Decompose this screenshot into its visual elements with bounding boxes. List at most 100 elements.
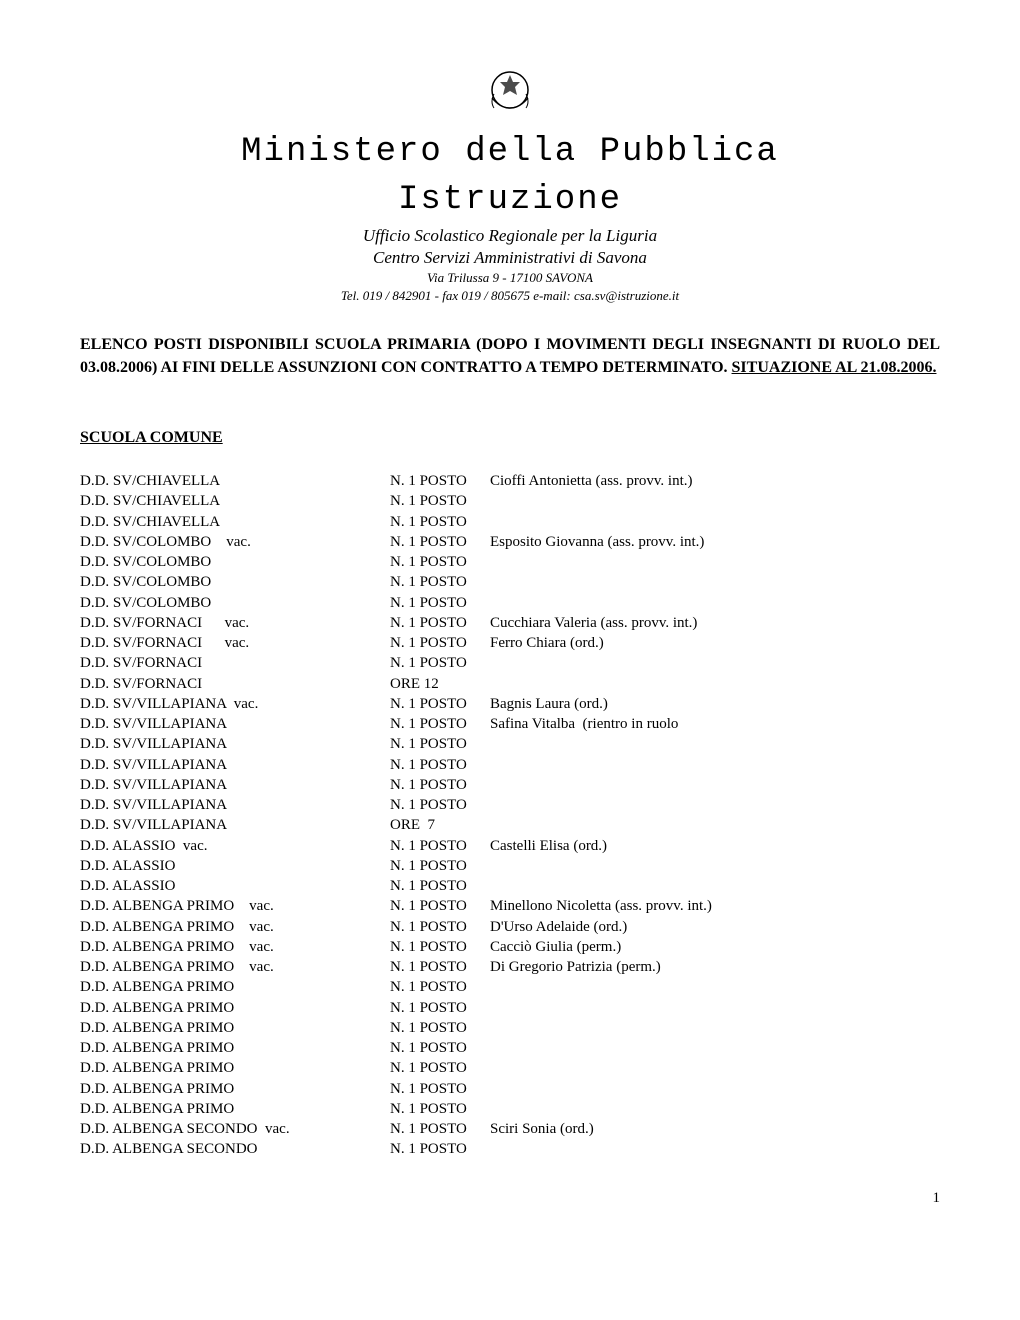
post-row: D.D. ALBENGA PRIMON. 1 POSTO [80, 1099, 940, 1119]
post-quantity: N. 1 POSTO [390, 977, 490, 997]
post-row: D.D. SV/COLOMBON. 1 POSTO [80, 593, 940, 613]
post-school: D.D. SV/FORNACI vac. [80, 613, 390, 633]
post-row: D.D. ALBENGA PRIMON. 1 POSTO [80, 1018, 940, 1038]
post-row: D.D. SV/FORNACI vac.N. 1 POSTOCucchiara … [80, 613, 940, 633]
post-row: D.D. SV/FORNACIN. 1 POSTO [80, 653, 940, 673]
post-person: Castelli Elisa (ord.) [490, 836, 940, 856]
post-quantity: N. 1 POSTO [390, 937, 490, 957]
post-row: D.D. ALASSIO vac.N. 1 POSTOCastelli Elis… [80, 836, 940, 856]
post-row: D.D. ALBENGA PRIMON. 1 POSTO [80, 1079, 940, 1099]
page-number: 1 [80, 1190, 940, 1207]
post-person [490, 491, 940, 511]
post-person [490, 593, 940, 613]
post-school: D.D. ALASSIO vac. [80, 836, 390, 856]
post-row: D.D. SV/COLOMBO vac.N. 1 POSTOEsposito G… [80, 532, 940, 552]
post-person [490, 1018, 940, 1038]
post-quantity: N. 1 POSTO [390, 795, 490, 815]
post-quantity: N. 1 POSTO [390, 957, 490, 977]
post-person: Cacciò Giulia (perm.) [490, 937, 940, 957]
post-person: Ferro Chiara (ord.) [490, 633, 940, 653]
post-quantity: N. 1 POSTO [390, 572, 490, 592]
post-quantity: N. 1 POSTO [390, 876, 490, 896]
post-quantity: N. 1 POSTO [390, 734, 490, 754]
post-person [490, 653, 940, 673]
post-person: Bagnis Laura (ord.) [490, 694, 940, 714]
post-person [490, 1058, 940, 1078]
post-person [490, 795, 940, 815]
posts-list: D.D. SV/CHIAVELLAN. 1 POSTOCioffi Antoni… [80, 471, 940, 1160]
post-person: Cucchiara Valeria (ass. provv. int.) [490, 613, 940, 633]
post-row: D.D. SV/COLOMBON. 1 POSTO [80, 552, 940, 572]
post-school: D.D. ALBENGA PRIMO [80, 998, 390, 1018]
post-school: D.D. ALBENGA PRIMO [80, 1099, 390, 1119]
post-person [490, 977, 940, 997]
post-quantity: N. 1 POSTO [390, 896, 490, 916]
post-quantity: N. 1 POSTO [390, 532, 490, 552]
ministry-title-line2: Istruzione [80, 178, 940, 222]
post-school: D.D. SV/FORNACI [80, 674, 390, 694]
post-school: D.D. SV/COLOMBO vac. [80, 532, 390, 552]
post-person [490, 734, 940, 754]
post-school: D.D. SV/VILLAPIANA vac. [80, 694, 390, 714]
post-quantity: N. 1 POSTO [390, 856, 490, 876]
post-school: D.D. SV/FORNACI [80, 653, 390, 673]
announcement-date-underline: SITUAZIONE AL 21.08.2006. [732, 359, 937, 376]
post-quantity: N. 1 POSTO [390, 1119, 490, 1139]
post-row: D.D. SV/FORNACIORE 12 [80, 674, 940, 694]
post-person [490, 1099, 940, 1119]
post-quantity: N. 1 POSTO [390, 491, 490, 511]
document-header: Ministero della Pubblica Istruzione Uffi… [80, 60, 940, 304]
post-school: D.D. ALBENGA SECONDO [80, 1139, 390, 1159]
post-row: D.D. SV/COLOMBON. 1 POSTO [80, 572, 940, 592]
post-school: D.D. ALBENGA PRIMO [80, 1058, 390, 1078]
post-quantity: N. 1 POSTO [390, 1038, 490, 1058]
post-person [490, 1079, 940, 1099]
post-row: D.D. SV/CHIAVELLAN. 1 POSTO [80, 512, 940, 532]
post-quantity: N. 1 POSTO [390, 1079, 490, 1099]
post-school: D.D. ALBENGA PRIMO [80, 1079, 390, 1099]
post-row: D.D. SV/VILLAPIANAN. 1 POSTO [80, 734, 940, 754]
post-row: D.D. SV/CHIAVELLAN. 1 POSTOCioffi Antoni… [80, 471, 940, 491]
post-row: D.D. ALBENGA SECONDO vac.N. 1 POSTOSciri… [80, 1119, 940, 1139]
post-quantity: N. 1 POSTO [390, 1058, 490, 1078]
post-person: Cioffi Antonietta (ass. provv. int.) [490, 471, 940, 491]
post-school: D.D. SV/VILLAPIANA [80, 775, 390, 795]
post-person [490, 674, 940, 694]
announcement-paragraph: ELENCO POSTI DISPONIBILI SCUOLA PRIMARIA… [80, 334, 940, 379]
post-quantity: N. 1 POSTO [390, 1018, 490, 1038]
post-person [490, 552, 940, 572]
post-row: D.D. ALBENGA SECONDON. 1 POSTO [80, 1139, 940, 1159]
post-person: D'Urso Adelaide (ord.) [490, 917, 940, 937]
post-quantity: N. 1 POSTO [390, 552, 490, 572]
contact-info: Tel. 019 / 842901 - fax 019 / 805675 e-m… [80, 288, 940, 304]
post-row: D.D. ALBENGA PRIMO vac.N. 1 POSTOD'Urso … [80, 917, 940, 937]
post-school: D.D. ALASSIO [80, 876, 390, 896]
post-quantity: ORE 12 [390, 674, 490, 694]
center-name: Centro Servizi Amministrativi di Savona [80, 248, 940, 268]
post-school: D.D. SV/COLOMBO [80, 552, 390, 572]
post-school: D.D. SV/CHIAVELLA [80, 512, 390, 532]
post-person: Di Gregorio Patrizia (perm.) [490, 957, 940, 977]
post-row: D.D. ALBENGA PRIMON. 1 POSTO [80, 977, 940, 997]
post-quantity: N. 1 POSTO [390, 593, 490, 613]
post-row: D.D. SV/VILLAPIANAN. 1 POSTOSafina Vital… [80, 714, 940, 734]
post-person [490, 876, 940, 896]
italian-emblem-icon [480, 60, 540, 120]
post-row: D.D. SV/VILLAPIANAORE 7 [80, 815, 940, 835]
post-person [490, 815, 940, 835]
post-person: Safina Vitalba (rientro in ruolo [490, 714, 940, 734]
post-quantity: N. 1 POSTO [390, 633, 490, 653]
post-person [490, 1139, 940, 1159]
post-quantity: N. 1 POSTO [390, 836, 490, 856]
post-quantity: N. 1 POSTO [390, 653, 490, 673]
post-quantity: N. 1 POSTO [390, 1099, 490, 1119]
post-row: D.D. SV/FORNACI vac.N. 1 POSTOFerro Chia… [80, 633, 940, 653]
post-school: D.D. SV/VILLAPIANA [80, 795, 390, 815]
post-row: D.D. ALASSION. 1 POSTO [80, 876, 940, 896]
office-name: Ufficio Scolastico Regionale per la Ligu… [80, 226, 940, 246]
post-quantity: N. 1 POSTO [390, 775, 490, 795]
post-row: D.D. ALBENGA PRIMON. 1 POSTO [80, 1038, 940, 1058]
post-person [490, 1038, 940, 1058]
post-school: D.D. ALASSIO [80, 856, 390, 876]
post-school: D.D. SV/COLOMBO [80, 572, 390, 592]
